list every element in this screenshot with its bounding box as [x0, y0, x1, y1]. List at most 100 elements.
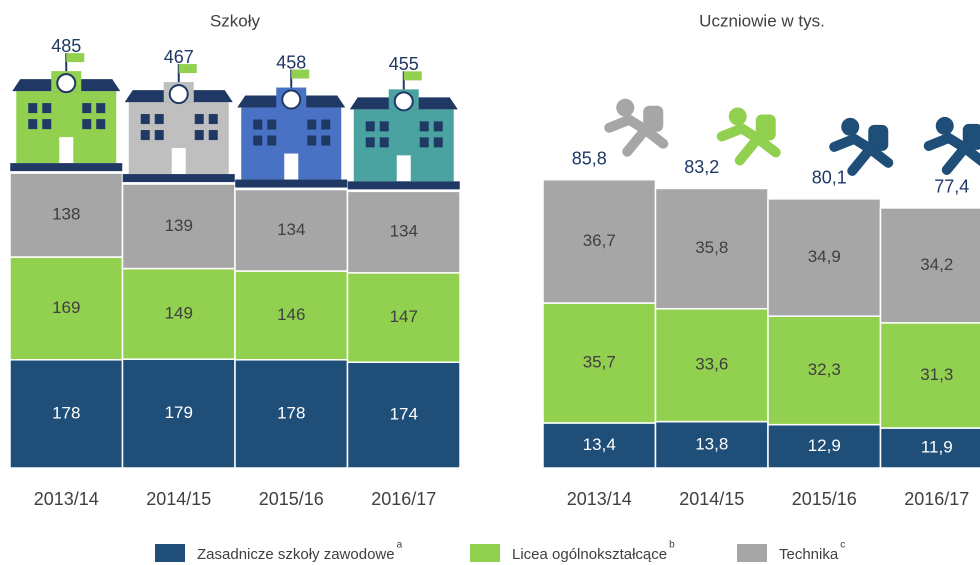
- bar-segment: [879, 322, 980, 429]
- school-window: [253, 119, 263, 130]
- school-base: [347, 181, 460, 190]
- school-door: [284, 153, 299, 180]
- data-label: 179: [165, 403, 193, 422]
- data-label: 34,9: [808, 247, 841, 266]
- school-window: [194, 114, 204, 125]
- x-tick-label: 2013/14: [34, 489, 99, 509]
- bar-segment: [9, 172, 124, 258]
- legend-swatch: [470, 544, 500, 562]
- legend-note: b: [669, 540, 675, 551]
- school-window: [321, 119, 331, 130]
- school-clock: [281, 89, 302, 110]
- bar-segment: [234, 188, 349, 272]
- total-label: 85,8: [572, 148, 607, 168]
- data-label: 174: [390, 405, 418, 424]
- runner-icon: [923, 116, 980, 175]
- runner-body: [716, 123, 781, 166]
- legend-swatch: [155, 544, 185, 562]
- runner-icon: [829, 117, 894, 176]
- school-window: [433, 137, 443, 148]
- runner-backpack: [868, 124, 889, 151]
- data-label: 178: [277, 403, 305, 422]
- data-label: 35,8: [695, 238, 728, 257]
- bar-segment: [9, 256, 124, 361]
- bar-segment: [767, 198, 882, 317]
- flag: [403, 71, 422, 81]
- total-label: 455: [389, 54, 419, 74]
- data-label: 147: [390, 307, 418, 326]
- bar-segment: [346, 361, 461, 469]
- school-window: [379, 137, 389, 148]
- school-window: [42, 119, 52, 130]
- school-base: [10, 163, 123, 172]
- school-window: [140, 114, 150, 125]
- school-window: [433, 121, 443, 132]
- bar-segment: [654, 420, 769, 469]
- school-window: [253, 135, 263, 146]
- school-window: [82, 103, 92, 114]
- data-label: 35,7: [583, 352, 616, 371]
- legend-label: Zasadnicze szkoły zawodowe: [197, 546, 395, 563]
- total-label: 485: [51, 36, 81, 56]
- data-label: 34,2: [920, 255, 953, 274]
- chart-title: Uczniowie w tys.: [699, 11, 825, 30]
- legend-note: a: [397, 540, 403, 551]
- school-window: [154, 114, 164, 125]
- x-tick-label: 2013/14: [567, 489, 632, 509]
- school-window: [267, 135, 277, 146]
- school-base: [122, 174, 235, 183]
- x-tick-label: 2015/16: [259, 489, 324, 509]
- bar-segment: [654, 187, 769, 310]
- school-icon: [10, 53, 123, 172]
- school-window: [208, 130, 218, 141]
- data-label: 149: [165, 303, 193, 322]
- runner-head: [935, 116, 954, 135]
- school-window: [419, 137, 429, 148]
- bar-segment: [234, 270, 349, 361]
- school-window: [42, 103, 52, 114]
- data-label: 31,3: [920, 365, 953, 384]
- bar-segment: [879, 207, 980, 324]
- data-label: 134: [390, 222, 418, 241]
- data-label: 139: [165, 216, 193, 235]
- school-clock: [56, 73, 77, 94]
- runner-head: [728, 107, 747, 126]
- school-door: [171, 148, 186, 175]
- flag: [291, 69, 310, 79]
- chart-title: Szkoły: [210, 11, 261, 30]
- bar-segment: [542, 302, 657, 424]
- school-window: [154, 130, 164, 141]
- school-window: [419, 121, 429, 132]
- total-label: 458: [276, 52, 306, 72]
- data-label: 33,6: [695, 355, 728, 374]
- school-icon: [122, 64, 235, 183]
- data-label: 36,7: [583, 231, 616, 250]
- runner-icon: [604, 98, 669, 157]
- bar-segment: [654, 307, 769, 423]
- school-window: [379, 121, 389, 132]
- runner-head: [616, 98, 635, 117]
- runner-icon: [716, 107, 781, 166]
- data-label: 11,9: [921, 437, 953, 456]
- total-label: 467: [164, 47, 194, 67]
- school-icon: [235, 69, 348, 188]
- runner-body: [604, 114, 669, 157]
- bar-segment: [121, 183, 236, 270]
- x-tick-label: 2014/15: [679, 489, 744, 509]
- runner-body: [829, 133, 894, 176]
- school-window: [28, 119, 38, 130]
- school-window: [82, 119, 92, 130]
- legend-label: Licea ogólnokształcące: [512, 546, 667, 563]
- school-window: [365, 137, 375, 148]
- bar-segment: [767, 315, 882, 426]
- school-window: [140, 130, 150, 141]
- school-window: [28, 103, 38, 114]
- total-label: 77,4: [934, 177, 969, 197]
- data-label: 146: [277, 305, 305, 324]
- data-label: 169: [52, 298, 80, 317]
- school-clock: [393, 91, 414, 112]
- school-door: [59, 137, 74, 164]
- bar-segment: [767, 423, 882, 469]
- legend-note: c: [840, 540, 845, 551]
